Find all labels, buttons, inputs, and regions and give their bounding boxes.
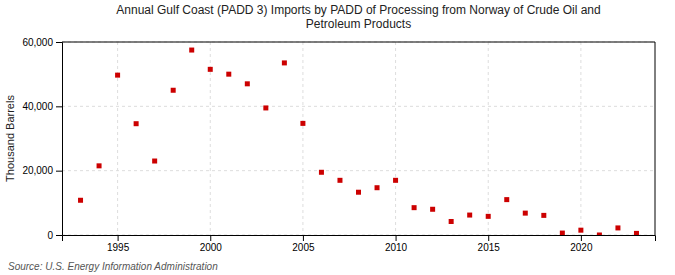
tick: 20,000 — [22, 165, 62, 176]
tick: 2010 — [385, 235, 408, 253]
point — [615, 225, 620, 230]
point — [356, 190, 361, 195]
grid-line — [117, 42, 118, 235]
point — [208, 67, 213, 72]
tick-label: 2020 — [570, 242, 593, 253]
point — [523, 211, 528, 216]
tick-label: 2000 — [200, 242, 223, 253]
tick: 2000 — [200, 235, 223, 253]
tick-label: 2010 — [385, 242, 408, 253]
point — [134, 121, 139, 126]
title: Annual Gulf Coast (PADD 3) Imports by PA… — [116, 3, 600, 31]
point — [319, 170, 324, 175]
grid-line — [395, 42, 396, 235]
tick: 60,000 — [22, 37, 62, 48]
tick-mark — [210, 235, 211, 241]
point — [152, 159, 157, 164]
point — [337, 178, 342, 183]
tick-label: 60,000 — [22, 37, 53, 48]
grid-line — [62, 106, 655, 107]
point — [578, 228, 583, 233]
y-axis: 0 20,000 40,000 60,000 — [22, 37, 62, 241]
tick: 0 — [47, 230, 62, 241]
point — [412, 205, 417, 210]
tick-mark — [56, 106, 62, 107]
tick-label: 0 — [47, 230, 53, 241]
tick: 2005 — [292, 235, 315, 253]
tick-label: 2005 — [292, 242, 315, 253]
point — [226, 72, 231, 77]
point — [78, 198, 83, 203]
tick-mark — [56, 42, 62, 43]
point — [486, 214, 491, 219]
axis-line — [56, 43, 63, 236]
point — [263, 105, 268, 110]
point — [430, 207, 435, 212]
grid-line — [62, 42, 655, 43]
tick-mark — [118, 235, 119, 241]
tick: 2020 — [570, 235, 593, 253]
annotation: Source: U.S. Energy Information Administ… — [8, 261, 218, 272]
point — [375, 185, 380, 190]
point — [171, 88, 176, 93]
point — [300, 121, 305, 126]
grid-line — [488, 42, 489, 235]
grid — [62, 42, 655, 235]
tick-mark — [56, 235, 62, 236]
point — [597, 233, 602, 236]
point — [115, 73, 120, 78]
tick-label: 20,000 — [22, 165, 53, 176]
point — [189, 48, 194, 53]
plot: 1995 2000 2005 2010 2015 2020 0 20,000 40,000 60,… — [22, 37, 655, 253]
tick-label: 40,000 — [22, 101, 53, 112]
x-axis: 1995 2000 2005 2010 2015 2020 — [63, 235, 656, 253]
point — [245, 81, 250, 86]
tick: 1995 — [107, 235, 130, 253]
axis-line — [63, 236, 656, 242]
point — [541, 213, 546, 218]
y-axis-label: Thousand Barrels — [4, 95, 16, 182]
points — [78, 48, 639, 235]
tick: 40,000 — [22, 101, 62, 112]
tick-label: 1995 — [107, 242, 130, 253]
tick-mark — [581, 235, 582, 241]
grid-line — [580, 42, 581, 235]
point — [449, 219, 454, 224]
point — [467, 213, 472, 218]
chart: Annual Gulf Coast (PADD 3) Imports by PA… — [0, 0, 675, 275]
point — [634, 231, 639, 235]
title-line: Petroleum Products — [306, 17, 411, 31]
tick-mark — [303, 235, 304, 241]
frame — [62, 42, 655, 43]
point — [504, 197, 509, 202]
point — [97, 163, 102, 168]
point — [393, 178, 398, 183]
tick-mark — [56, 171, 62, 172]
point — [560, 231, 565, 235]
tick-label: 2015 — [478, 242, 501, 253]
tick: 2015 — [478, 235, 501, 253]
frame — [655, 42, 656, 235]
title-line: Annual Gulf Coast (PADD 3) Imports by PA… — [116, 3, 600, 17]
tick-mark — [488, 235, 489, 241]
point — [282, 60, 287, 65]
grid-line — [302, 42, 303, 235]
grid-line — [62, 170, 655, 171]
tick-mark — [396, 235, 397, 241]
